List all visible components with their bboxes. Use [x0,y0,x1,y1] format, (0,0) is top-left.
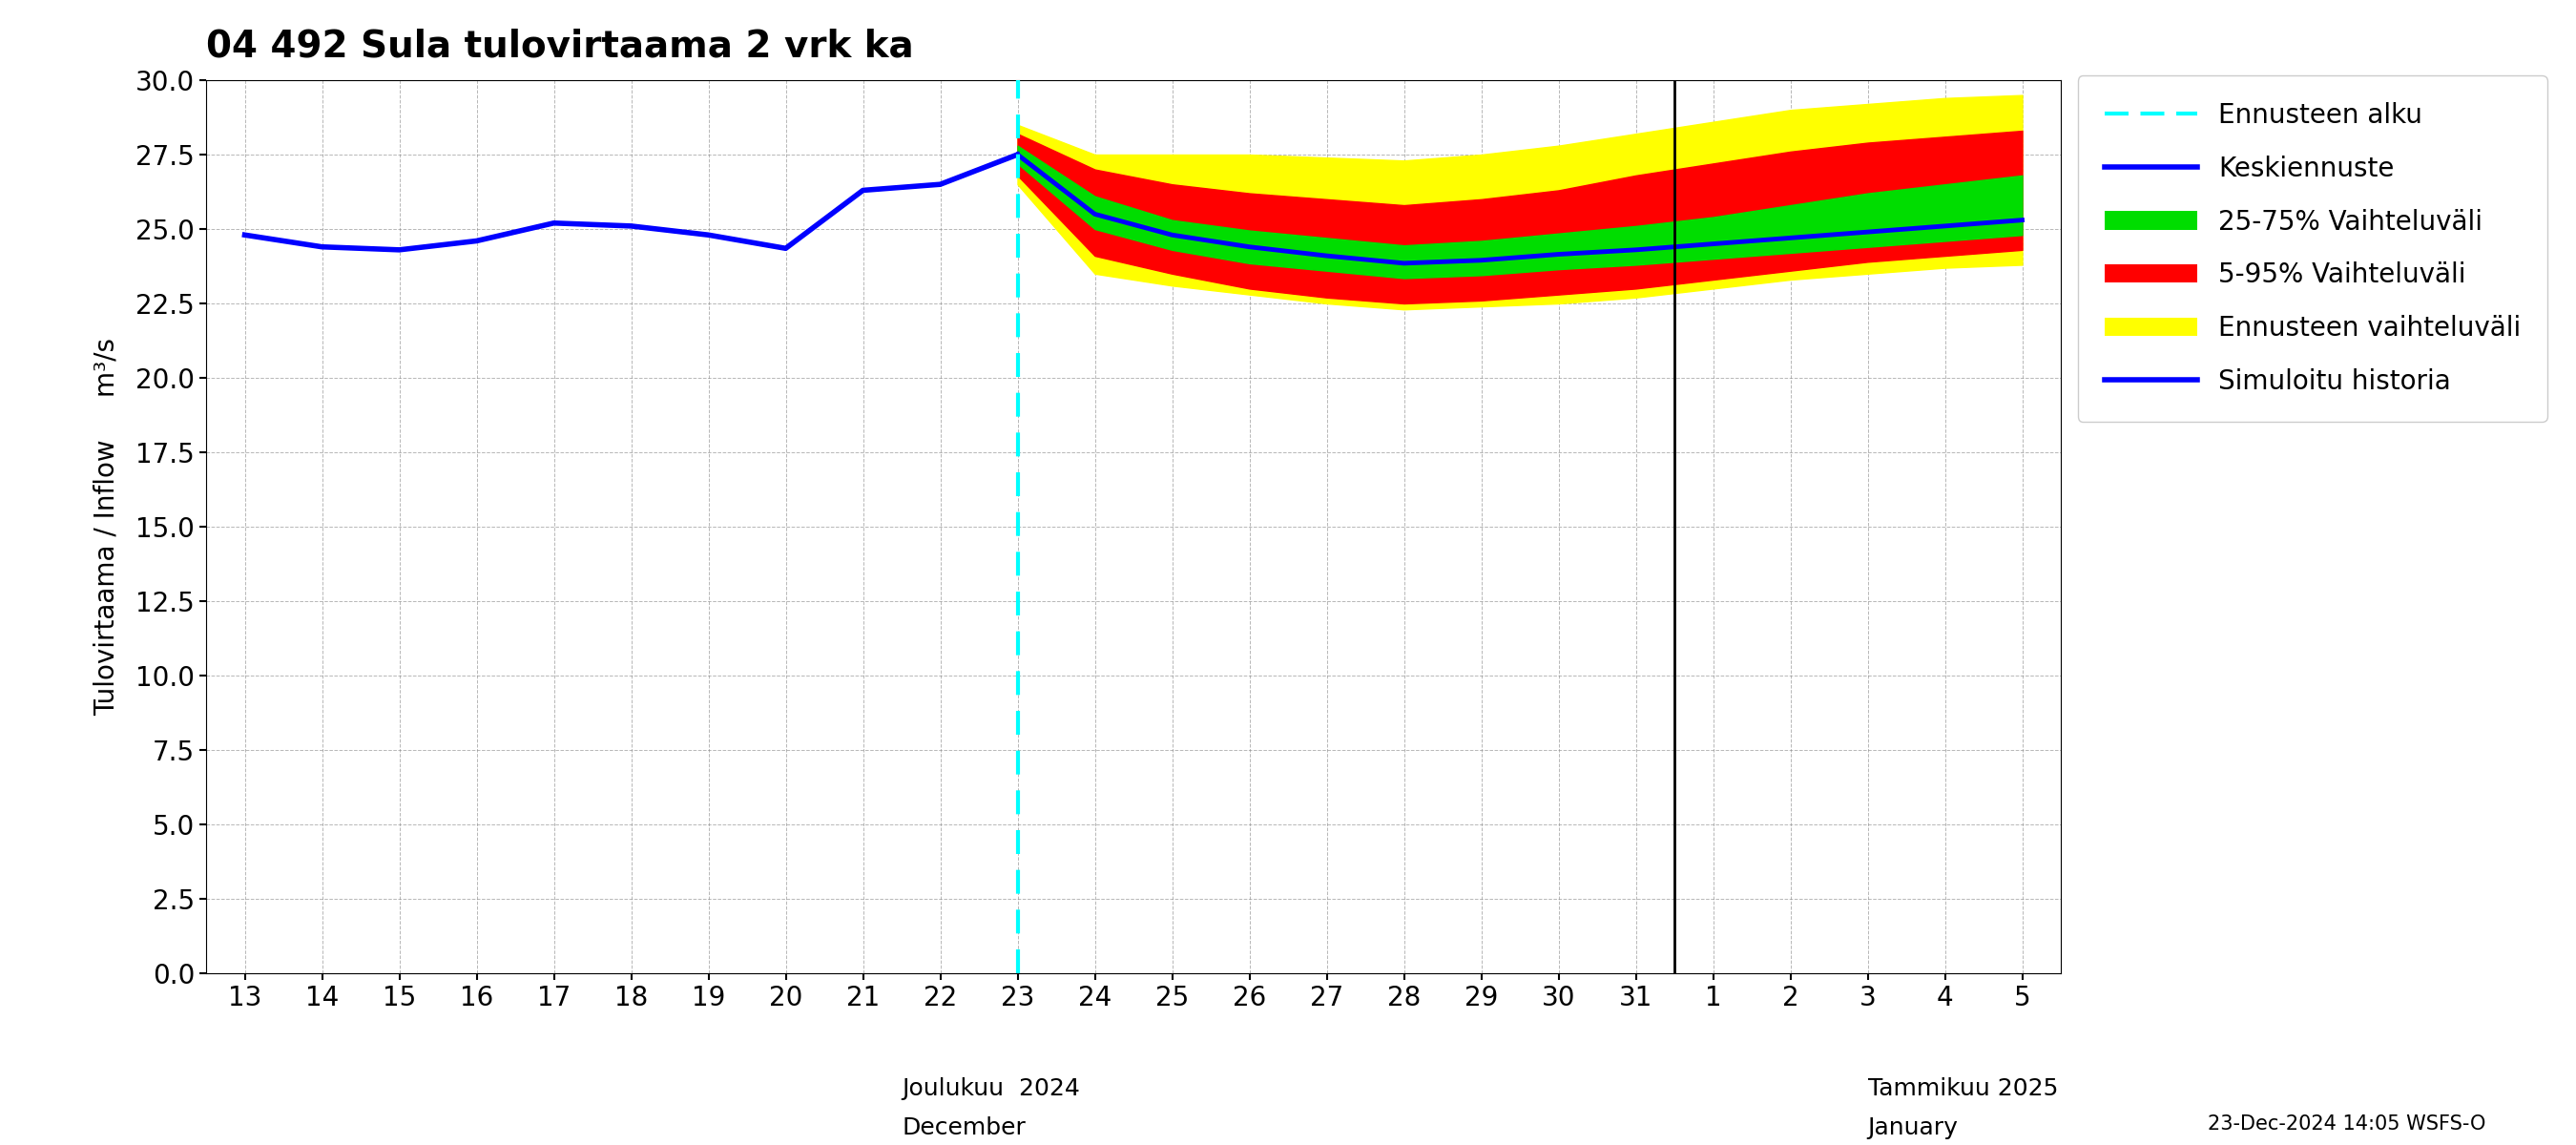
Text: 23-Dec-2024 14:05 WSFS-O: 23-Dec-2024 14:05 WSFS-O [2208,1114,2486,1134]
Legend: Ennusteen alku, Keskiennuste, 25-75% Vaihteluväli, 5-95% Vaihteluväli, Ennusteen: Ennusteen alku, Keskiennuste, 25-75% Vai… [2079,76,2548,421]
Text: Joulukuu  2024: Joulukuu 2024 [902,1077,1079,1100]
Text: 04 492 Sula tulovirtaama 2 vrk ka: 04 492 Sula tulovirtaama 2 vrk ka [206,27,914,64]
Y-axis label: Tulovirtaama / Inflow     m³/s: Tulovirtaama / Inflow m³/s [93,338,118,716]
Text: December: December [902,1116,1025,1139]
Text: Tammikuu 2025: Tammikuu 2025 [1868,1077,2058,1100]
Text: January: January [1868,1116,1958,1139]
